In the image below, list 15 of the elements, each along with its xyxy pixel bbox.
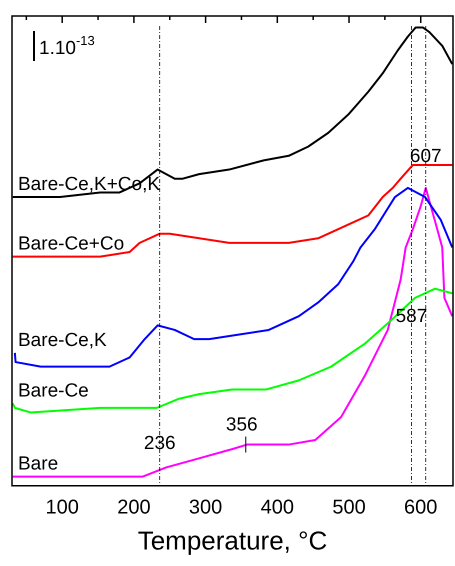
x-tick-label: 300 [188,496,222,518]
x-axis-title: Temperature, °C [138,526,328,556]
x-tick-label: 400 [260,496,294,518]
annotation: 356 [226,414,258,436]
series-label: Bare-Ce+Co [18,234,124,255]
ref-line-label: 236 [144,432,176,454]
x-tick-label: 600 [404,496,438,518]
ref-line-label: 587 [396,306,428,327]
ref-line-label: 607 [410,146,442,168]
x-tick-label: 500 [332,496,366,518]
series-label: Bare-Ce,K [18,330,108,351]
series-label: Bare [18,454,58,475]
x-tick-label: 100 [46,496,79,518]
series-label: Bare-Ce [18,380,89,402]
x-tick-label: 200 [117,496,151,518]
